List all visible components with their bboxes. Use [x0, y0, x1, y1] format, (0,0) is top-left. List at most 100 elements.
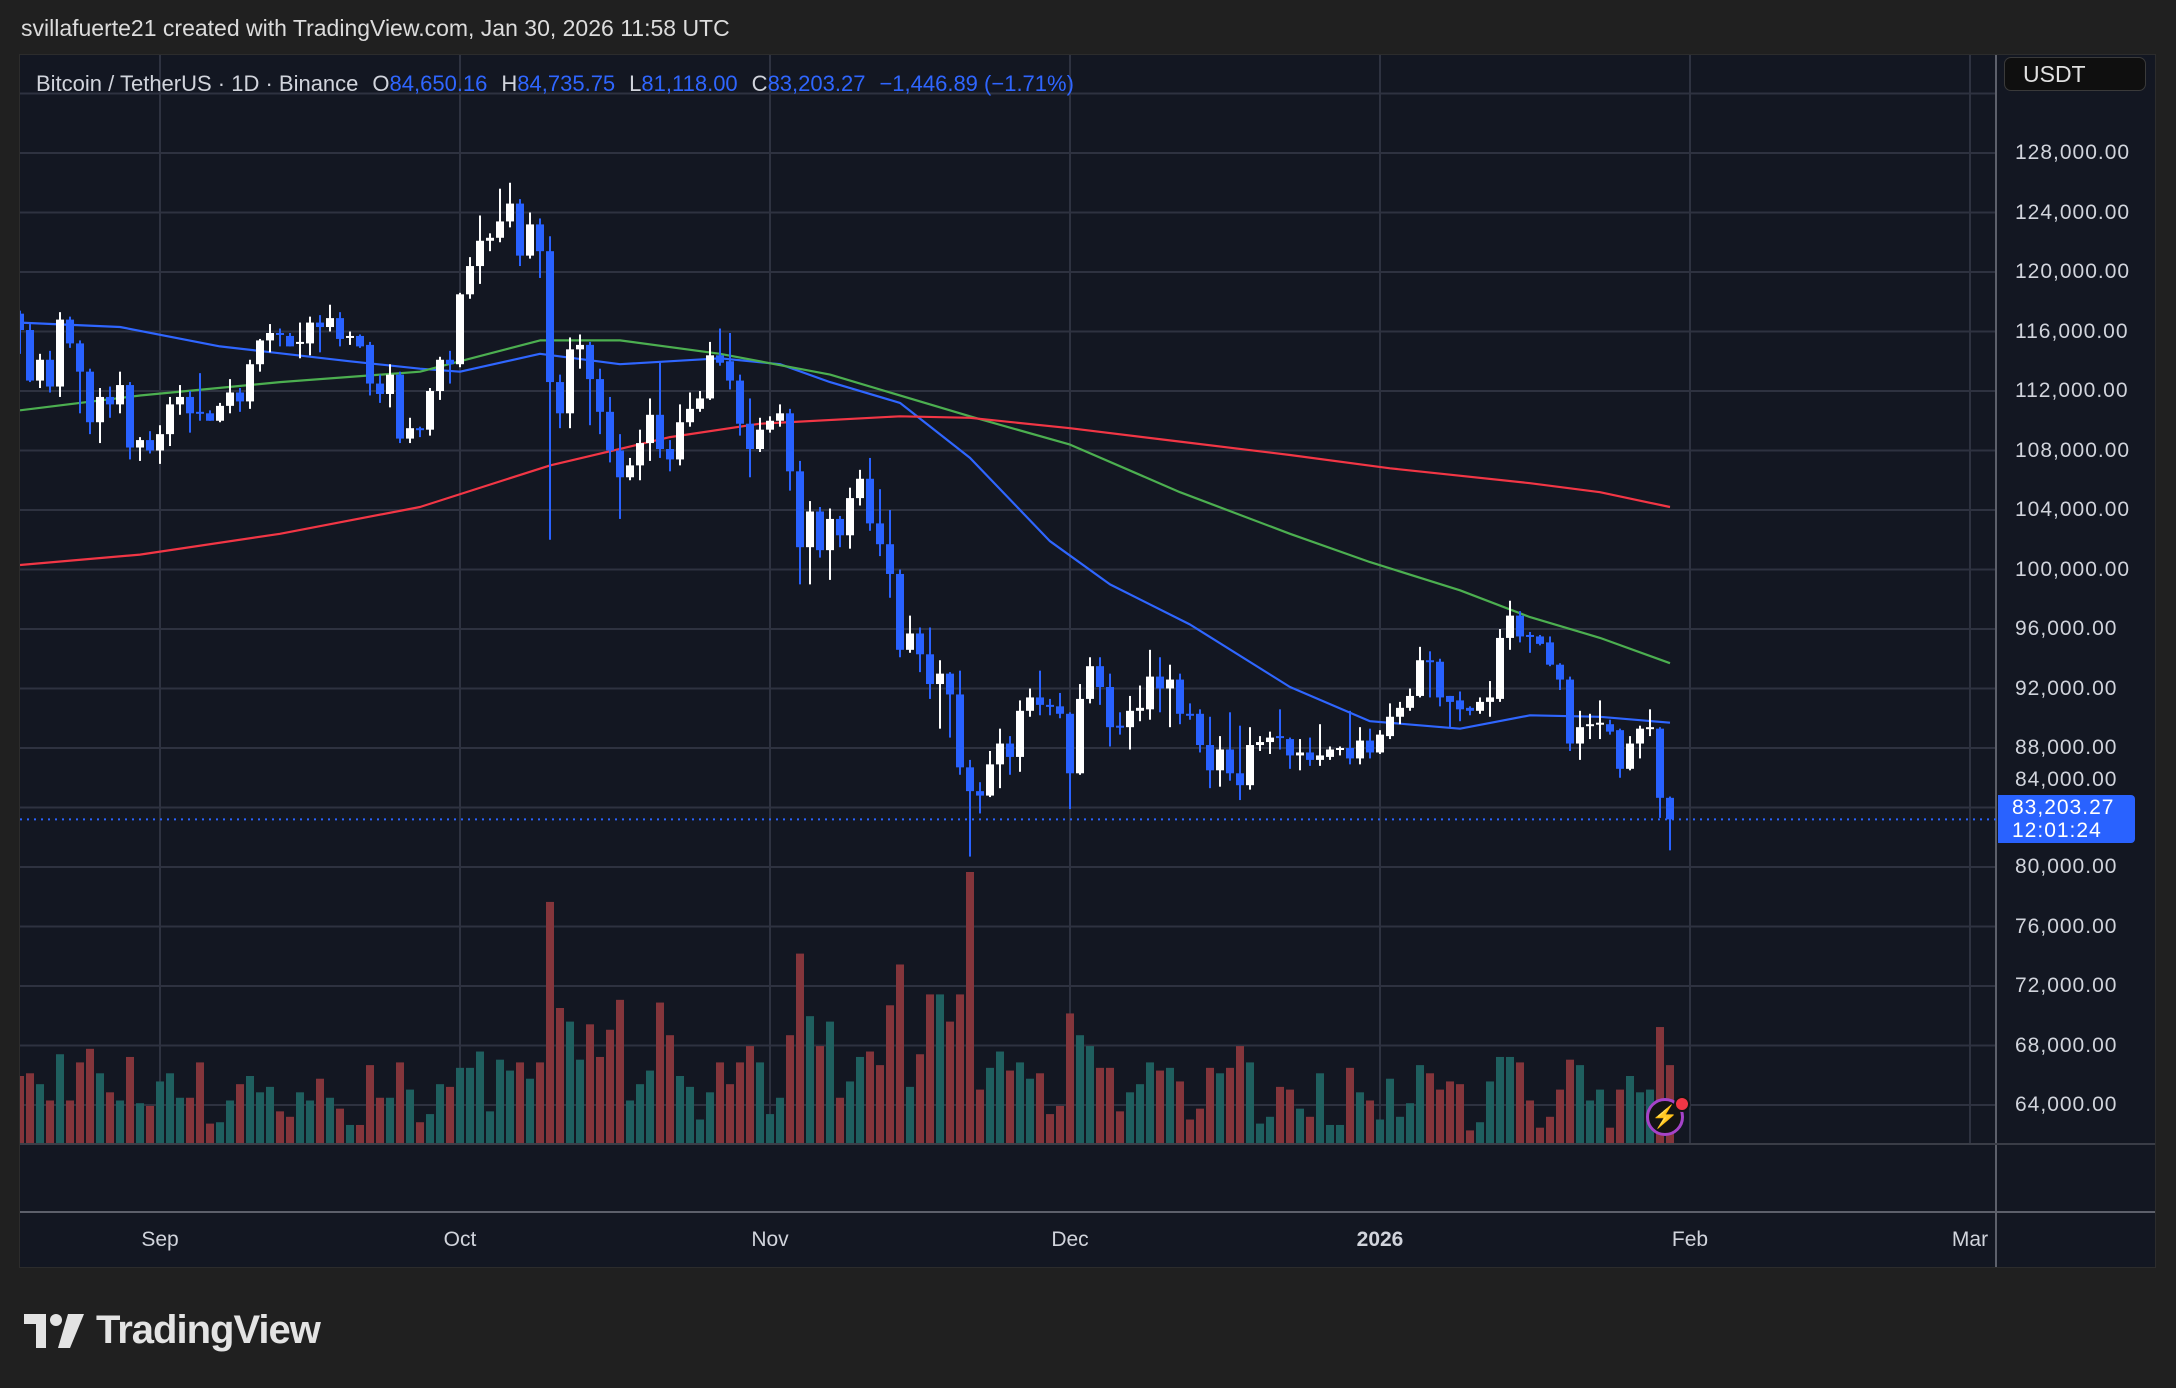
candle [716, 328, 724, 366]
candle-body [916, 633, 924, 655]
volume-bar [316, 1078, 324, 1144]
candle-body [1336, 748, 1344, 750]
candle-body [1406, 695, 1414, 708]
candle-body [966, 767, 974, 792]
candle [46, 350, 54, 393]
price-tick-label: 76,000.00 [2015, 914, 2118, 938]
candle [1596, 700, 1604, 740]
volume-bar [816, 1046, 824, 1144]
candle [936, 660, 944, 729]
symbol-title[interactable]: Bitcoin / TetherUS · 1D · Binance [36, 71, 359, 96]
candle-body [116, 385, 124, 405]
candle [236, 388, 244, 412]
candle [856, 469, 864, 506]
candle-body [286, 335, 294, 347]
candle [66, 316, 74, 348]
price-tick-label: 104,000.00 [2015, 498, 2131, 521]
volume-bar [1546, 1116, 1554, 1144]
candle-body [1546, 642, 1554, 665]
candle-body [1536, 636, 1544, 644]
volume-bar [1606, 1127, 1614, 1144]
candle [1556, 663, 1564, 690]
candle [1116, 712, 1124, 735]
candle-body [306, 322, 314, 344]
volume-bar [1156, 1070, 1164, 1144]
candle-body [396, 374, 404, 439]
candle-body [1246, 745, 1254, 786]
volume-bar [886, 1005, 894, 1144]
candle-body [856, 478, 864, 499]
candle [516, 199, 524, 267]
candle [456, 292, 464, 368]
candle-body [646, 414, 654, 444]
candle [376, 374, 384, 403]
candle-body [1216, 749, 1224, 771]
price-tick-label: 116,000.00 [2015, 319, 2129, 343]
candle [1096, 657, 1104, 705]
volume-bar [866, 1051, 874, 1144]
candle-body [516, 203, 524, 256]
volume-bar [946, 1021, 954, 1144]
candle [1506, 600, 1514, 650]
time-tick-label: Mar [1951, 1228, 1989, 1251]
currency-button[interactable]: USDT [2004, 57, 2146, 91]
volume-bar [96, 1073, 104, 1144]
time-tick-label: Dec [1051, 1228, 1089, 1251]
candle-body [436, 359, 444, 391]
volume-bar [496, 1059, 504, 1144]
candle-body [1276, 736, 1284, 739]
volume-bar [506, 1070, 514, 1144]
volume-bar [1216, 1073, 1224, 1144]
candle-body [876, 523, 884, 545]
candle [1286, 737, 1294, 769]
volume-bar [966, 872, 974, 1144]
moving-average-line-1 [20, 321, 1671, 730]
candle [136, 437, 144, 461]
volume-bar [1486, 1081, 1494, 1144]
candle-body [956, 694, 964, 768]
candle [306, 316, 314, 356]
volume-bar [846, 1081, 854, 1144]
candle-body [1466, 707, 1474, 711]
volume-bar [1656, 1027, 1664, 1144]
candle-body [606, 411, 614, 451]
candle-body [1496, 637, 1504, 699]
candle-body [776, 413, 784, 421]
candle [346, 331, 354, 345]
candle [1256, 736, 1264, 751]
close-value: 83,203.27 [767, 71, 866, 96]
volume-bar [1336, 1124, 1344, 1144]
volume-bar [936, 994, 944, 1144]
volume-bar [116, 1100, 124, 1144]
candle [846, 487, 854, 549]
candle [76, 340, 84, 414]
price-tick-label: 72,000.00 [2015, 974, 2118, 997]
candle [1476, 697, 1484, 714]
candle [1576, 710, 1584, 760]
candle [926, 627, 934, 699]
candle [1176, 673, 1184, 725]
candle-body [1616, 730, 1624, 769]
volume-bar [1436, 1089, 1444, 1144]
volume-bar [86, 1048, 94, 1144]
candle-body [1566, 679, 1574, 744]
volume-bar [686, 1086, 694, 1144]
candle-body [1266, 737, 1274, 743]
high-label: H [501, 71, 518, 96]
volume-bar [306, 1100, 314, 1144]
price-tick-label: 96,000.00 [2015, 617, 2118, 640]
volume-bar [876, 1065, 884, 1144]
candle-body [226, 392, 234, 406]
candle-body [1016, 710, 1024, 757]
candle-body [366, 344, 374, 384]
volume-bar [1026, 1078, 1034, 1144]
candle [976, 782, 984, 814]
time-tick-label: Sep [141, 1228, 179, 1251]
low-label: L [629, 71, 642, 96]
volume-bar [566, 1021, 574, 1144]
volume-bar [1586, 1100, 1594, 1144]
candle [476, 215, 484, 284]
volume-bar [416, 1122, 424, 1144]
candle-body [1066, 713, 1074, 774]
